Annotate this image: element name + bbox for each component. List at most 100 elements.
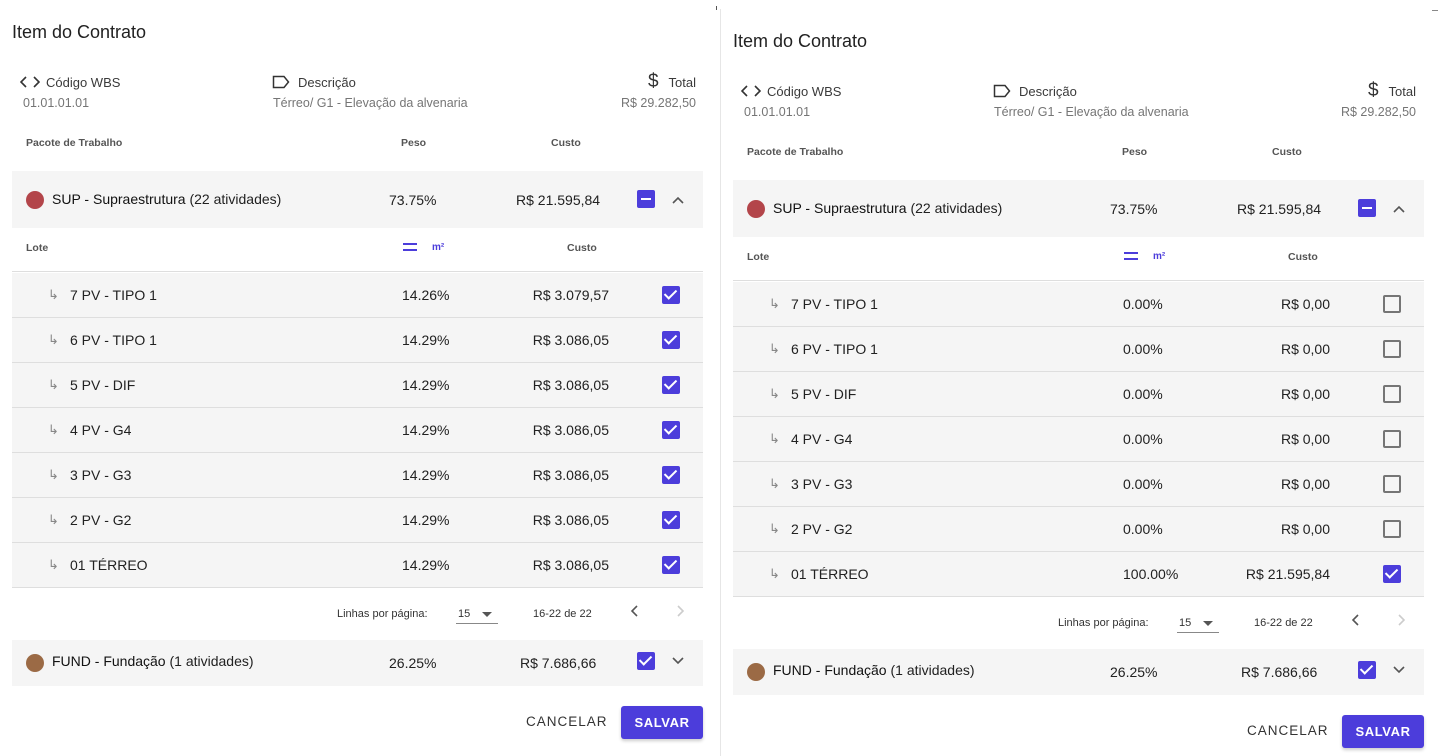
group-peso: 26.25% <box>389 655 437 671</box>
lote-custo: R$ 3.086,05 <box>532 422 609 438</box>
lote-checkbox[interactable] <box>662 511 680 529</box>
lote-custo: R$ 3.086,05 <box>532 377 609 393</box>
page-range: 16-22 de 22 <box>1254 617 1313 629</box>
chevron-down-icon[interactable] <box>1392 663 1406 677</box>
lote-checkbox[interactable] <box>1383 295 1401 313</box>
lote-row[interactable]: ↳ 5 PV - DIF 0.00% R$ 0,00 <box>733 372 1424 417</box>
cancel-button[interactable]: CANCELAR <box>1247 723 1329 738</box>
group-row-sup[interactable]: SUP - Supraestrutura (22 atividades) 73.… <box>733 180 1424 237</box>
lote-name: 6 PV - TIPO 1 <box>791 341 878 357</box>
header-peso: Peso <box>401 137 427 149</box>
wbs-code-label: Código WBS <box>767 83 842 99</box>
group-custo: R$ 21.595,84 <box>1237 201 1322 217</box>
lote-row[interactable]: ↳ 7 PV - TIPO 1 0.00% R$ 0,00 <box>733 282 1424 327</box>
group-name: FUND - Fundação (1 atividades) <box>773 662 975 678</box>
lote-checkbox[interactable] <box>1383 430 1401 448</box>
lote-checkbox[interactable] <box>662 421 680 439</box>
lote-peso: 0.00% <box>1123 431 1163 447</box>
group-checkbox[interactable] <box>637 652 655 670</box>
lote-row[interactable]: ↳ 01 TÉRREO 100.00% R$ 21.595,84 <box>733 552 1424 597</box>
lote-name: 7 PV - TIPO 1 <box>791 296 878 312</box>
lote-peso: 0.00% <box>1123 521 1163 537</box>
chevron-left-icon[interactable] <box>629 604 641 618</box>
lote-peso: 0.00% <box>1123 296 1163 312</box>
unit-toggle[interactable]: m² <box>432 242 445 253</box>
cancel-button[interactable]: CANCELAR <box>526 714 608 729</box>
group-checkbox[interactable] <box>637 190 655 208</box>
label-icon <box>993 84 1011 98</box>
lote-name: 01 TÉRREO <box>791 566 869 582</box>
description-field: Descrição Térreo/ G1 - Elevação da alven… <box>272 72 468 110</box>
lote-row[interactable]: ↳ 6 PV - TIPO 1 0.00% R$ 0,00 <box>733 327 1424 372</box>
group-checkbox[interactable] <box>1358 661 1376 679</box>
lote-row[interactable]: ↳ 4 PV - G4 0.00% R$ 0,00 <box>733 417 1424 462</box>
chevron-left-icon[interactable] <box>1350 613 1362 627</box>
lote-checkbox[interactable] <box>1383 475 1401 493</box>
subitem-arrow-icon: ↳ <box>769 476 780 491</box>
pagination: Linhas por página: 15 16-22 de 22 <box>733 597 1424 649</box>
header-lote: Lote <box>747 251 770 263</box>
group-row-fund[interactable]: FUND - Fundação (1 atividades) 26.25% R$… <box>733 649 1424 695</box>
wbs-code-value: 01.01.01.01 <box>23 96 90 110</box>
lote-custo: R$ 0,00 <box>1280 341 1330 357</box>
lote-name: 2 PV - G2 <box>791 521 853 537</box>
lote-row[interactable]: ↳ 7 PV - TIPO 1 14.26% R$ 3.079,57 <box>12 273 703 318</box>
lote-row[interactable]: ↳ 2 PV - G2 14.29% R$ 3.086,05 <box>12 498 703 543</box>
save-button[interactable]: SALVAR <box>1342 715 1424 748</box>
lote-checkbox[interactable] <box>662 286 680 304</box>
rows-per-page-select[interactable]: 15 <box>456 602 498 624</box>
dialog-title: Item do Contrato <box>733 31 868 51</box>
subitem-arrow-icon: ↳ <box>769 386 780 401</box>
group-row-fund[interactable]: FUND - Fundação (1 atividades) 26.25% R$… <box>12 640 703 686</box>
lote-checkbox[interactable] <box>1383 520 1401 538</box>
chevron-right-icon[interactable] <box>1395 613 1407 627</box>
page-range: 16-22 de 22 <box>533 608 592 620</box>
equals-icon[interactable] <box>403 242 417 252</box>
subitem-arrow-icon: ↳ <box>769 431 780 446</box>
lote-row[interactable]: ↳ 5 PV - DIF 14.29% R$ 3.086,05 <box>12 363 703 408</box>
lote-checkbox[interactable] <box>1383 340 1401 358</box>
chevron-right-icon[interactable] <box>674 604 686 618</box>
group-color-dot <box>26 654 44 672</box>
lote-checkbox[interactable] <box>1383 565 1401 583</box>
lote-peso: 0.00% <box>1123 476 1163 492</box>
lote-name: 4 PV - G4 <box>791 431 853 447</box>
subitem-arrow-icon: ↳ <box>48 287 59 302</box>
lote-name: 2 PV - G2 <box>70 512 132 528</box>
header-lote-custo: Custo <box>1288 251 1318 263</box>
save-button[interactable]: SALVAR <box>621 706 703 739</box>
lote-checkbox[interactable] <box>662 466 680 484</box>
header-custo: Custo <box>1272 146 1302 158</box>
lote-row[interactable]: ↳ 3 PV - G3 14.29% R$ 3.086,05 <box>12 453 703 498</box>
chevron-up-icon[interactable] <box>671 193 685 207</box>
group-name: SUP - Supraestrutura (22 atividades) <box>773 200 1003 216</box>
description-value: Térreo/ G1 - Elevação da alvenaria <box>994 105 1189 119</box>
lote-name: 3 PV - G3 <box>70 467 132 483</box>
lote-row[interactable]: ↳ 3 PV - G3 0.00% R$ 0,00 <box>733 462 1424 507</box>
wbs-code-field: Código WBS 01.01.01.01 <box>12 72 120 110</box>
group-checkbox[interactable] <box>1358 199 1376 217</box>
lote-row[interactable]: ↳ 2 PV - G2 0.00% R$ 0,00 <box>733 507 1424 552</box>
lote-table-header: Lote m² Custo <box>12 228 703 272</box>
lote-row[interactable]: ↳ 4 PV - G4 14.29% R$ 3.086,05 <box>12 408 703 453</box>
group-row-sup[interactable]: SUP - Supraestrutura (22 atividades) 73.… <box>12 171 703 228</box>
lote-custo: R$ 0,00 <box>1280 431 1330 447</box>
lote-checkbox[interactable] <box>1383 385 1401 403</box>
work-package-table-header: Pacote de Trabalho Peso Custo <box>12 124 703 172</box>
contract-item-dialog-left: Item do Contrato Código WBS 01.01.01.01 … <box>0 0 712 756</box>
lote-row[interactable]: ↳ 01 TÉRREO 14.29% R$ 3.086,05 <box>12 543 703 588</box>
lote-checkbox[interactable] <box>662 376 680 394</box>
dialog-title: Item do Contrato <box>12 22 147 42</box>
lote-checkbox[interactable] <box>662 556 680 574</box>
subitem-arrow-icon: ↳ <box>48 557 59 572</box>
lote-row[interactable]: ↳ 6 PV - TIPO 1 14.29% R$ 3.086,05 <box>12 318 703 363</box>
contract-item-dialog-right: Item do Contrato Código WBS 01.01.01.01 … <box>720 9 1432 756</box>
chevron-down-icon[interactable] <box>671 654 685 668</box>
equals-icon[interactable] <box>1124 251 1138 261</box>
chevron-up-icon[interactable] <box>1392 202 1406 216</box>
code-icon <box>20 76 40 88</box>
description-field: Descrição Térreo/ G1 - Elevação da alven… <box>993 81 1189 119</box>
unit-toggle[interactable]: m² <box>1153 251 1166 262</box>
rows-per-page-select[interactable]: 15 <box>1177 611 1219 633</box>
lote-checkbox[interactable] <box>662 331 680 349</box>
